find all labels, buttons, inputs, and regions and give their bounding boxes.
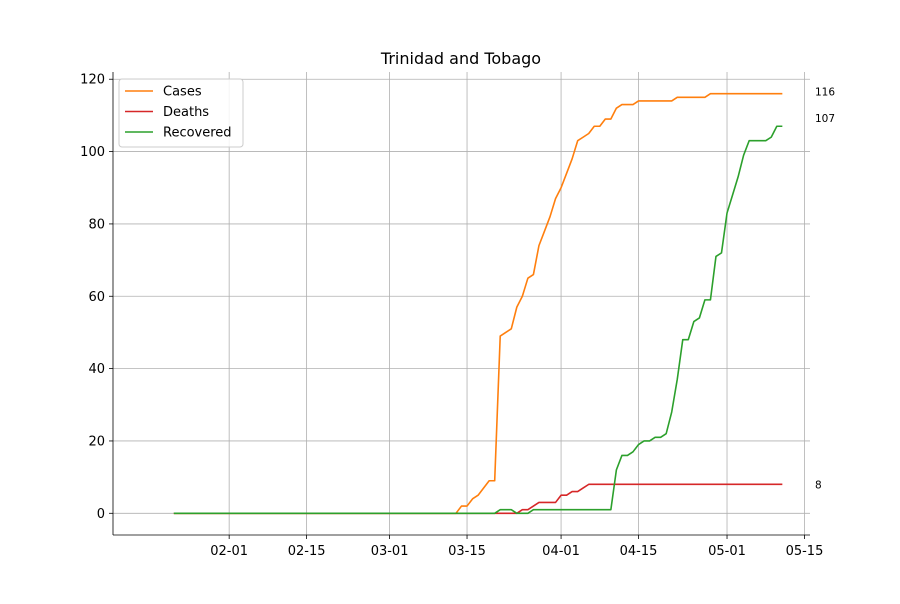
y-tick-label: 20 (88, 434, 105, 449)
x-tick-label: 04-01 (542, 544, 580, 559)
y-tick-label: 100 (80, 145, 105, 160)
legend-label-deaths: Deaths (163, 105, 209, 120)
legend: Cases Deaths Recovered (118, 78, 244, 148)
y-tick-label: 120 (80, 73, 105, 88)
chart-title: Trinidad and Tobago (380, 49, 541, 68)
series-lines (173, 92, 783, 515)
x-tick-label: 05-15 (786, 544, 824, 559)
end-label-deaths: 8 (815, 479, 822, 491)
end-labels: 116 8 107 (815, 87, 835, 492)
legend-box (118, 78, 244, 148)
y-tick-label: 0 (97, 507, 105, 522)
x-tick-label: 02-01 (210, 544, 248, 559)
x-tick-label: 02-15 (288, 544, 326, 559)
legend-label-recovered: Recovered (163, 126, 232, 141)
x-tick-label: 05-01 (708, 544, 746, 559)
axes: 02-01 02-15 03-01 03-15 04-01 04-15 05-01 05-15… (80, 72, 823, 559)
end-label-recovered: 107 (815, 113, 835, 125)
y-tick-label: 40 (88, 362, 105, 377)
y-tick-label: 60 (88, 290, 105, 305)
series-line-recovered (173, 125, 783, 515)
x-tick-label: 04-15 (620, 544, 658, 559)
y-tick-label: 80 (88, 217, 105, 232)
x-tick-label: 03-15 (448, 544, 486, 559)
legend-label-cases: Cases (163, 85, 202, 100)
x-tick-label: 03-01 (371, 544, 409, 559)
end-label-cases: 116 (815, 87, 835, 99)
